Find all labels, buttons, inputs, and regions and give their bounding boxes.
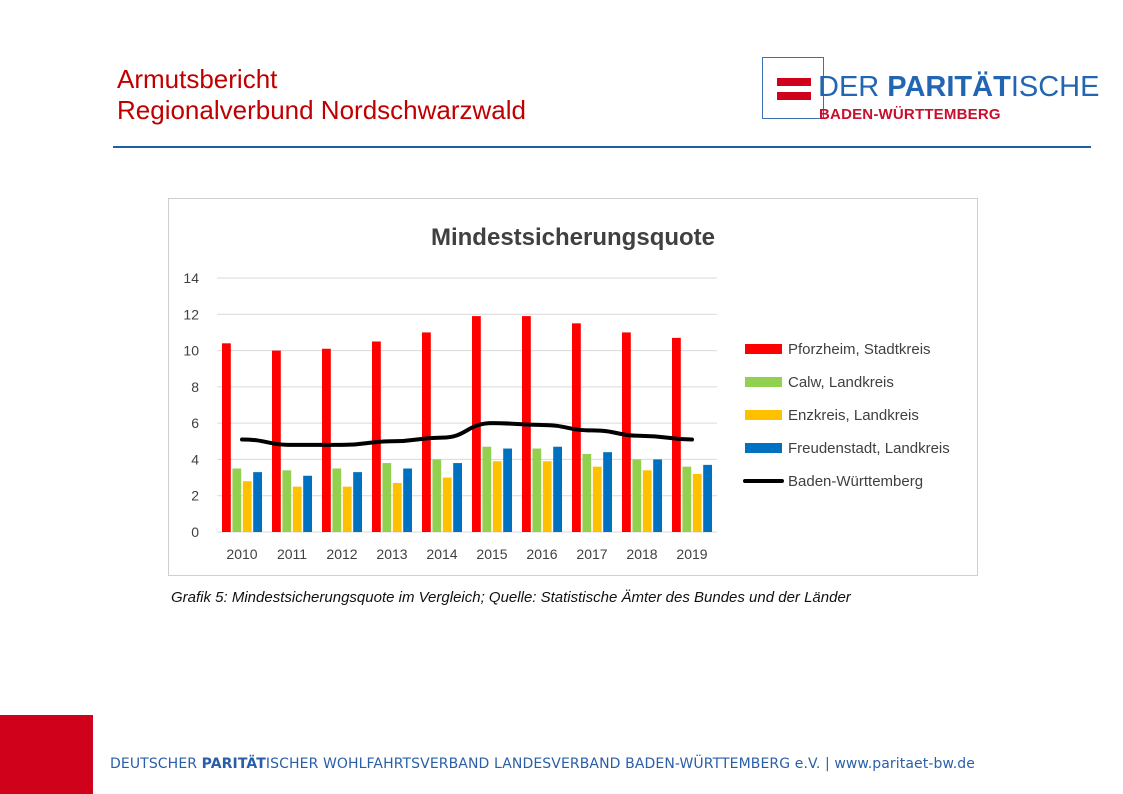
x-tick-label: 2019: [676, 546, 707, 562]
legend-swatch: [745, 377, 782, 387]
footer-suffix: ISCHER WOHLFAHRTSVERBAND LANDESVERBAND B…: [265, 756, 975, 772]
bar-enzkreis: [692, 473, 702, 532]
bar-enzkreis: [342, 486, 352, 532]
bar-freudenstadt: [253, 472, 262, 532]
title-line-1: Armutsbericht: [117, 64, 278, 94]
y-tick-label: 8: [191, 379, 199, 395]
logo-wordmark: DER PARITÄTISCHE: [818, 71, 1099, 103]
bar-freudenstadt: [703, 464, 712, 532]
y-tick-label: 2: [191, 488, 199, 504]
bar-freudenstadt: [303, 475, 312, 532]
bar-enzkreis: [592, 466, 602, 532]
footer-red-square: [0, 715, 93, 794]
logo-bar-bottom: [777, 92, 811, 100]
bar-calw: [482, 446, 492, 532]
y-tick-label: 14: [183, 270, 199, 286]
footer-strong: PARITÄT: [201, 756, 266, 772]
logo-word-suffix: ISCHE: [1010, 71, 1100, 103]
logo-word-prefix: DER: [818, 71, 888, 103]
x-tick-label: 2013: [376, 546, 407, 562]
bar-enzkreis: [292, 486, 302, 532]
bar-enzkreis: [242, 481, 252, 532]
bar-calw: [532, 448, 542, 532]
paritaetische-logo: DER PARITÄTISCHE BADEN-WÜRTTEMBERG: [762, 57, 1099, 123]
y-tick-label: 4: [191, 451, 199, 467]
bar-enzkreis: [642, 470, 652, 532]
chart-title: Mindestsicherungsquote: [431, 224, 715, 251]
series-line-baden-wuerttemberg: [240, 421, 694, 447]
legend-swatch: [745, 410, 782, 420]
x-tick-label: 2011: [277, 546, 307, 562]
legend-label: Enzkreis, Landkreis: [788, 407, 919, 424]
header-divider: [113, 146, 1091, 148]
bar-pforzheim: [622, 332, 631, 532]
logo-subline: BADEN-WÜRTTEMBERG: [819, 106, 1001, 123]
bar-calw: [632, 459, 642, 532]
legend-swatch: [745, 344, 782, 354]
bar-pforzheim: [672, 337, 681, 532]
bar-pforzheim: [272, 350, 281, 532]
x-tick-label: 2014: [426, 546, 457, 562]
bar-pforzheim: [322, 348, 331, 532]
bar-freudenstadt: [553, 446, 562, 532]
y-tick-label: 6: [191, 415, 199, 431]
slide-title: Armutsbericht Regionalverbund Nordschwar…: [117, 64, 526, 126]
x-tick-label: 2018: [626, 546, 657, 562]
bar-freudenstadt: [603, 452, 612, 532]
bar-pforzheim: [372, 341, 381, 532]
bar-calw: [232, 468, 242, 532]
x-tick-label: 2012: [326, 546, 357, 562]
y-tick-label: 0: [191, 524, 199, 540]
bar-pforzheim: [422, 332, 431, 532]
y-tick-label: 12: [183, 306, 199, 322]
bar-calw: [432, 459, 442, 532]
x-tick-label: 2016: [526, 546, 557, 562]
bar-enzkreis: [492, 461, 502, 532]
footer-organization: DEUTSCHER PARITÄTISCHER WOHLFAHRTSVERBAN…: [110, 756, 975, 772]
legend-label: Pforzheim, Stadtkreis: [788, 341, 931, 358]
legend-label: Freudenstadt, Landkreis: [788, 440, 950, 457]
bar-freudenstadt: [353, 472, 362, 532]
bar-freudenstadt: [453, 463, 462, 532]
chart-caption: Grafik 5: Mindestsicherungsquote im Verg…: [171, 589, 851, 606]
bar-freudenstadt: [653, 459, 662, 532]
x-tick-label: 2010: [226, 546, 257, 562]
x-tick-label: 2017: [576, 546, 607, 562]
bar-freudenstadt: [503, 448, 512, 532]
bar-calw: [582, 453, 592, 532]
bar-enzkreis: [392, 483, 402, 532]
bar-freudenstadt: [403, 468, 412, 532]
y-tick-label: 10: [183, 343, 199, 359]
logo-bar-top: [777, 78, 811, 86]
bar-enzkreis: [442, 477, 452, 532]
bar-enzkreis: [542, 461, 552, 532]
legend-label: Baden-Württemberg: [788, 473, 923, 490]
legend-swatch: [745, 443, 782, 453]
x-tick-label: 2015: [476, 546, 507, 562]
footer-prefix: DEUTSCHER: [110, 756, 202, 772]
chart-frame: Mindestsicherungsquote 0 2 4 6 8 10 12 14 2010 201…: [168, 198, 978, 576]
logo-mark-icon: [762, 57, 824, 119]
bar-calw: [332, 468, 342, 532]
bar-calw: [682, 466, 692, 532]
bar-calw: [282, 470, 292, 532]
bar-calw: [382, 463, 392, 532]
legend-label: Calw, Landkreis: [788, 374, 894, 391]
mindestsicherungsquote-chart: Mindestsicherungsquote 0 2 4 6 8 10 12 14 2010 201…: [183, 224, 950, 562]
bar-pforzheim: [222, 343, 231, 532]
logo-word-strong: PARITÄT: [887, 71, 1011, 103]
title-line-2: Regionalverbund Nordschwarzwald: [117, 95, 526, 125]
